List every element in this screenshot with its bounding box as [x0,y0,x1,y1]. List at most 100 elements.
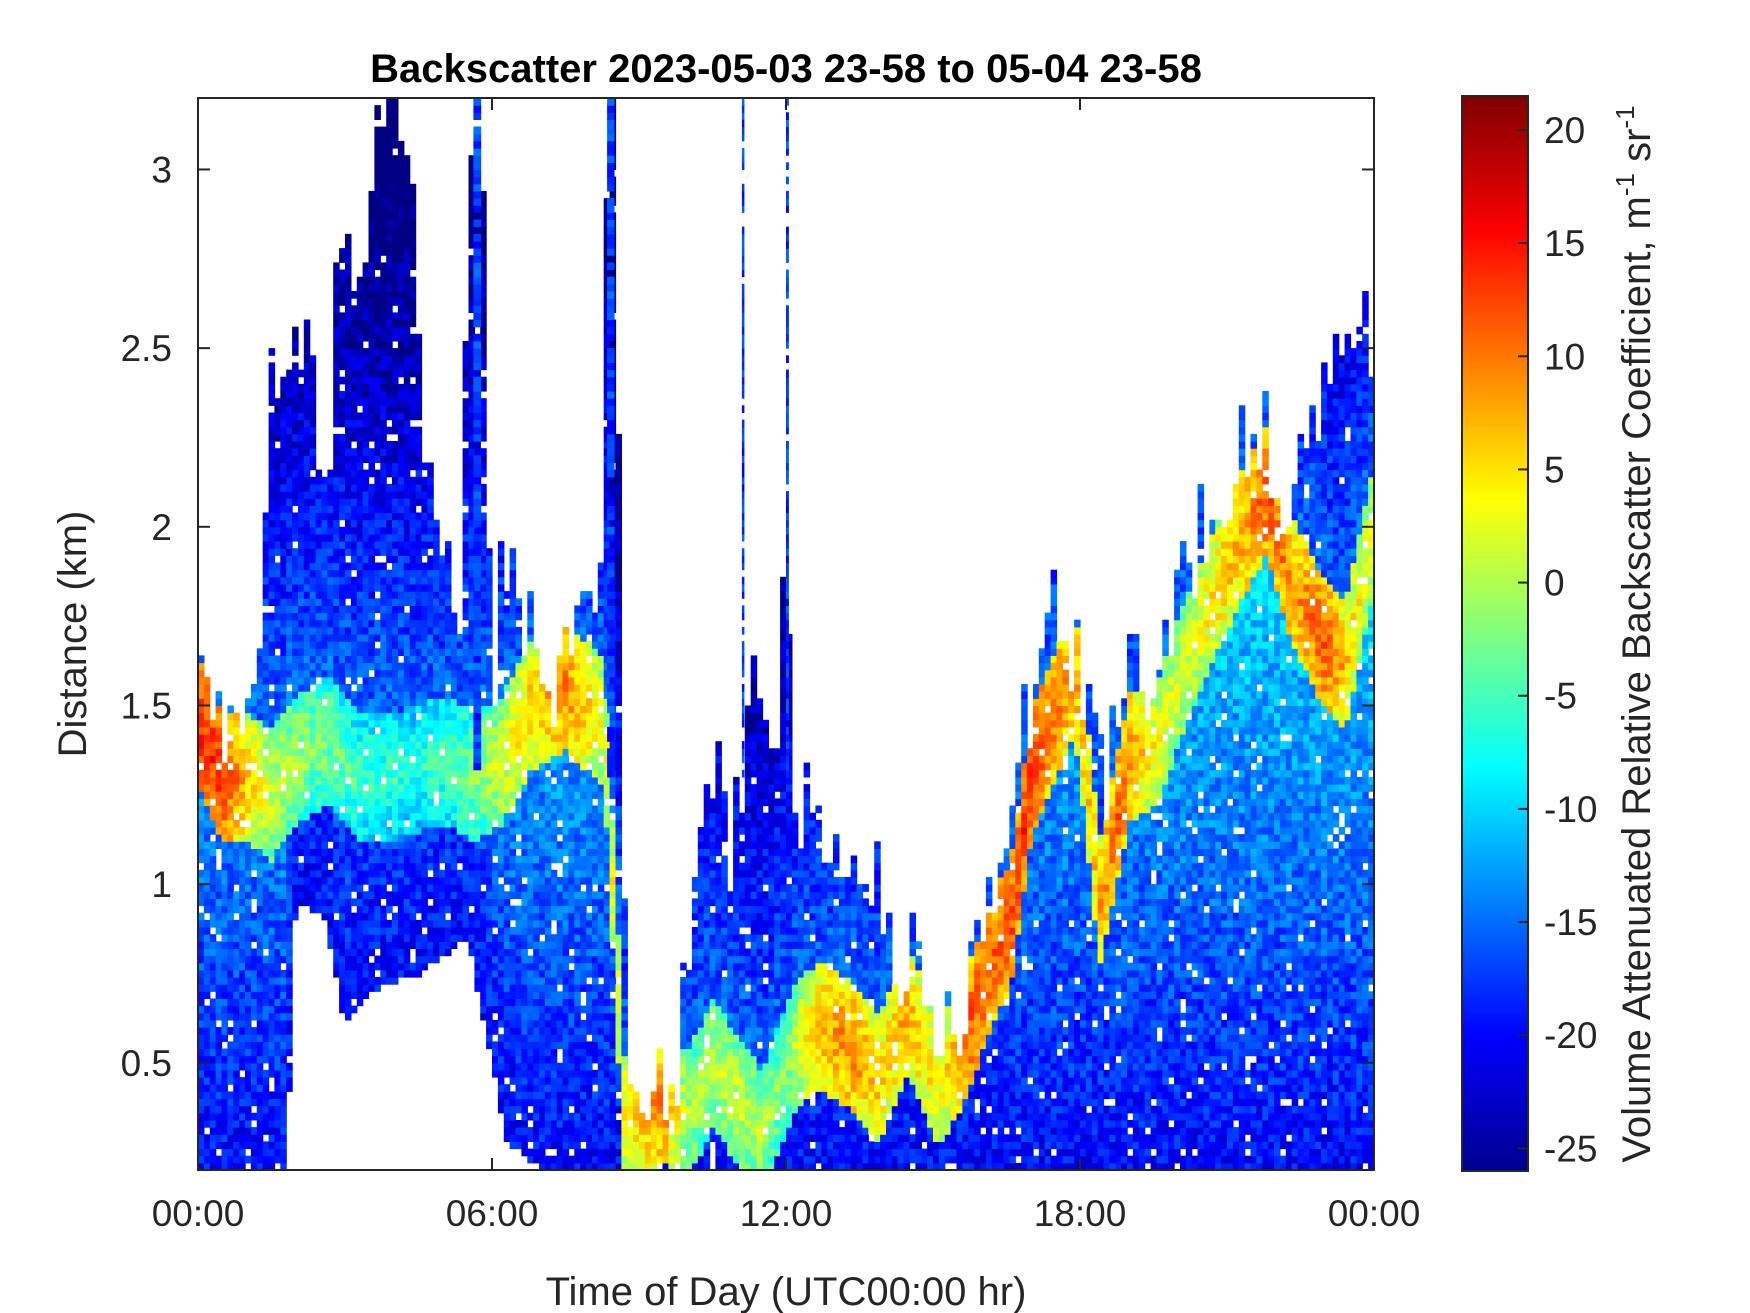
heatmap-cell [427,576,434,585]
heatmap-cell [427,634,434,642]
heatmap-cell [333,319,340,328]
heatmap-cell [397,684,405,692]
heatmap-cell [215,791,223,799]
heatmap-cell [427,483,434,492]
heatmap-cell [350,741,358,749]
heatmap-cell [492,848,499,857]
heatmap-cell [497,605,505,614]
heatmap-cell [309,805,317,814]
heatmap-cell [539,834,546,842]
heatmap-cell [527,648,534,656]
heatmap-cell [198,998,205,1007]
heatmap-cell [380,769,387,778]
heatmap-cell [309,526,317,535]
heatmap-cell [468,205,475,213]
heatmap-cell [203,819,211,828]
heatmap-cell [256,884,264,892]
heatmap-cell [374,133,381,142]
heatmap-cell [392,105,399,113]
heatmap-cell [345,341,352,349]
heatmap-cell [315,776,323,785]
heatmap-cell [397,341,405,349]
heatmap-cell [468,934,475,942]
heatmap-cell [233,855,240,864]
heatmap-cell [309,591,317,599]
heatmap-cell [262,619,270,628]
heatmap-cell [274,505,281,514]
heatmap-cell [533,762,540,771]
heatmap-cell [439,827,446,835]
heatmap-cell [368,541,375,549]
heatmap-cell [427,498,434,506]
heatmap-cell [527,1098,534,1107]
heatmap-cell [562,912,570,921]
heatmap-cell [362,698,370,706]
heatmap-cell [286,1062,293,1071]
heatmap-cell [492,762,499,771]
heatmap-cell [215,1141,223,1150]
heatmap-cell [356,512,364,521]
heatmap-cell [280,912,287,921]
heatmap-cell [362,712,370,721]
heatmap-cell [262,634,270,642]
heatmap-cell [203,834,211,842]
heatmap-cell [256,1055,264,1064]
heatmap-cell [497,762,505,771]
heatmap-cell [474,834,481,842]
heatmap-cell [374,255,381,263]
heatmap-cell [215,1062,223,1071]
heatmap-cell [256,984,264,992]
heatmap-cell [280,741,287,749]
heatmap-cell [233,1112,240,1121]
heatmap-cell [309,841,317,849]
heatmap-cell [368,498,375,506]
heatmap-cell [415,848,423,857]
heatmap-cell [298,483,305,492]
heatmap-cell [345,812,352,821]
heatmap-cell [415,541,423,549]
heatmap-cell [380,848,387,857]
heatmap-cell [468,169,475,178]
heatmap-cell [298,619,305,628]
heatmap-cell [250,719,258,728]
heatmap-cell [333,519,340,528]
heatmap-cell [386,112,393,120]
heatmap-cell [409,255,417,263]
heatmap-cell [527,626,534,635]
heatmap-cell [339,455,346,463]
heatmap-cell [333,412,340,421]
heatmap-cell [509,927,517,935]
heatmap-cell [486,769,493,778]
heatmap-cell [333,391,340,399]
heatmap-cell [298,498,305,506]
heatmap-cell [262,1055,270,1064]
heatmap-cell [256,1069,264,1078]
heatmap-cell [427,827,434,835]
heatmap-cell [392,233,399,242]
heatmap-cell [350,333,358,342]
heatmap-cell [397,391,405,399]
heatmap-cell [503,955,511,964]
heatmap-cell [415,684,423,692]
heatmap-cell [298,748,305,756]
heatmap-cell [409,969,417,978]
heatmap-cell [250,1055,258,1064]
heatmap-cell [462,734,470,742]
heatmap-cell [556,877,564,885]
heatmap-cell [427,641,434,649]
heatmap-cell [380,133,387,142]
heatmap-cell [544,927,552,935]
heatmap-cell [521,827,528,835]
heatmap-cell [433,948,440,957]
heatmap-cell [403,884,411,892]
heatmap-cell [350,962,358,971]
heatmap-cell [386,426,393,435]
heatmap-cell [509,634,517,642]
heatmap-cell [380,305,387,313]
heatmap-cell [403,584,411,592]
heatmap-cell [480,655,487,664]
heatmap-cell [468,233,475,242]
heatmap-cell [427,519,434,528]
heatmap-cell [350,691,358,699]
heatmap-cell [397,526,405,535]
